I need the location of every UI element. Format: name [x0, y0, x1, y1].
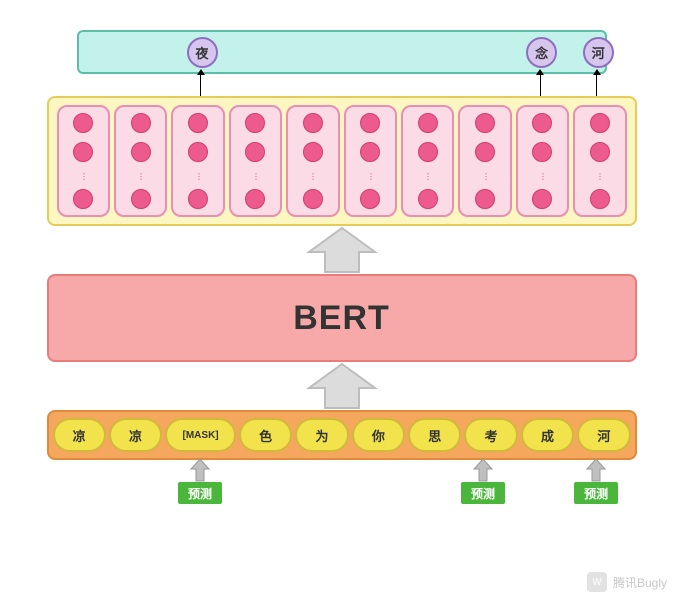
encoder-unit — [532, 142, 552, 162]
big-arrow-lower — [303, 362, 381, 410]
encoder-unit — [303, 189, 323, 209]
input-token: 色 — [239, 418, 292, 452]
big-arrow-upper — [303, 226, 381, 274]
encoder-column: ⋯ — [458, 105, 511, 217]
encoder-unit — [131, 113, 151, 133]
encoder-unit — [475, 142, 495, 162]
output-arrows — [47, 74, 637, 96]
encoder-unit — [590, 189, 610, 209]
input-token: 考 — [464, 418, 517, 452]
input-token: 凉 — [53, 418, 106, 452]
input-layer: 凉凉[MASK]色为你思考成河 — [47, 410, 637, 460]
wechat-icon: W — [587, 572, 607, 592]
encoder-unit — [303, 142, 323, 162]
encoder-column: ⋯ — [573, 105, 626, 217]
bert-mlm-diagram: 夜念河 ⋯⋯⋯⋯⋯⋯⋯⋯⋯⋯ BERT 凉凉[MASK]色为你思考成河 预测预测… — [0, 0, 683, 544]
output-layer: 夜念河 — [77, 30, 607, 74]
encoder-unit — [532, 113, 552, 133]
encoder-column: ⋯ — [286, 105, 339, 217]
input-token: 凉 — [109, 418, 162, 452]
encoder-column: ⋯ — [401, 105, 454, 217]
up-arrow — [540, 74, 541, 96]
watermark: W 腾讯Bugly — [587, 572, 667, 592]
input-token: 河 — [577, 418, 630, 452]
input-token: 思 — [408, 418, 461, 452]
encoder-column: ⋯ — [229, 105, 282, 217]
encoder-unit — [360, 189, 380, 209]
encoder-unit — [188, 113, 208, 133]
input-token-mask: [MASK] — [165, 418, 236, 452]
predict-row: 预测 预测 预测 — [47, 460, 637, 504]
up-arrow — [200, 74, 201, 96]
encoder-unit — [73, 113, 93, 133]
encoder-unit — [532, 189, 552, 209]
encoder-unit — [245, 189, 265, 209]
encoder-column: ⋯ — [57, 105, 110, 217]
bert-block: BERT — [47, 274, 637, 362]
predict-label: 预测 — [178, 482, 222, 504]
encoder-unit — [418, 189, 438, 209]
input-token: 为 — [295, 418, 348, 452]
encoder-unit — [360, 113, 380, 133]
encoder-unit — [245, 142, 265, 162]
encoder-unit — [73, 142, 93, 162]
bert-label: BERT — [293, 299, 390, 338]
encoder-unit — [418, 113, 438, 133]
encoder-unit — [131, 189, 151, 209]
encoder-unit — [245, 113, 265, 133]
encoder-column: ⋯ — [171, 105, 224, 217]
output-token: 河 — [583, 37, 614, 68]
input-token: 成 — [521, 418, 574, 452]
predict-label: 预测 — [574, 482, 618, 504]
encoder-unit — [360, 142, 380, 162]
encoder-layer: ⋯⋯⋯⋯⋯⋯⋯⋯⋯⋯ — [47, 96, 637, 226]
encoder-column: ⋯ — [516, 105, 569, 217]
output-token: 夜 — [187, 37, 218, 68]
input-token: 你 — [352, 418, 405, 452]
encoder-unit — [418, 142, 438, 162]
output-token: 念 — [526, 37, 557, 68]
encoder-unit — [303, 113, 323, 133]
encoder-unit — [131, 142, 151, 162]
encoder-column: ⋯ — [114, 105, 167, 217]
encoder-column: ⋯ — [344, 105, 397, 217]
up-arrow — [596, 74, 597, 96]
encoder-unit — [475, 189, 495, 209]
watermark-text: 腾讯Bugly — [613, 574, 667, 591]
encoder-unit — [590, 113, 610, 133]
encoder-unit — [73, 189, 93, 209]
predict-label: 预测 — [461, 482, 505, 504]
encoder-unit — [188, 189, 208, 209]
encoder-unit — [188, 142, 208, 162]
encoder-unit — [475, 113, 495, 133]
encoder-unit — [590, 142, 610, 162]
